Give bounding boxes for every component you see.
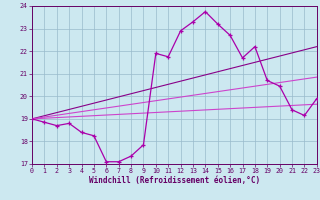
X-axis label: Windchill (Refroidissement éolien,°C): Windchill (Refroidissement éolien,°C) (89, 176, 260, 185)
